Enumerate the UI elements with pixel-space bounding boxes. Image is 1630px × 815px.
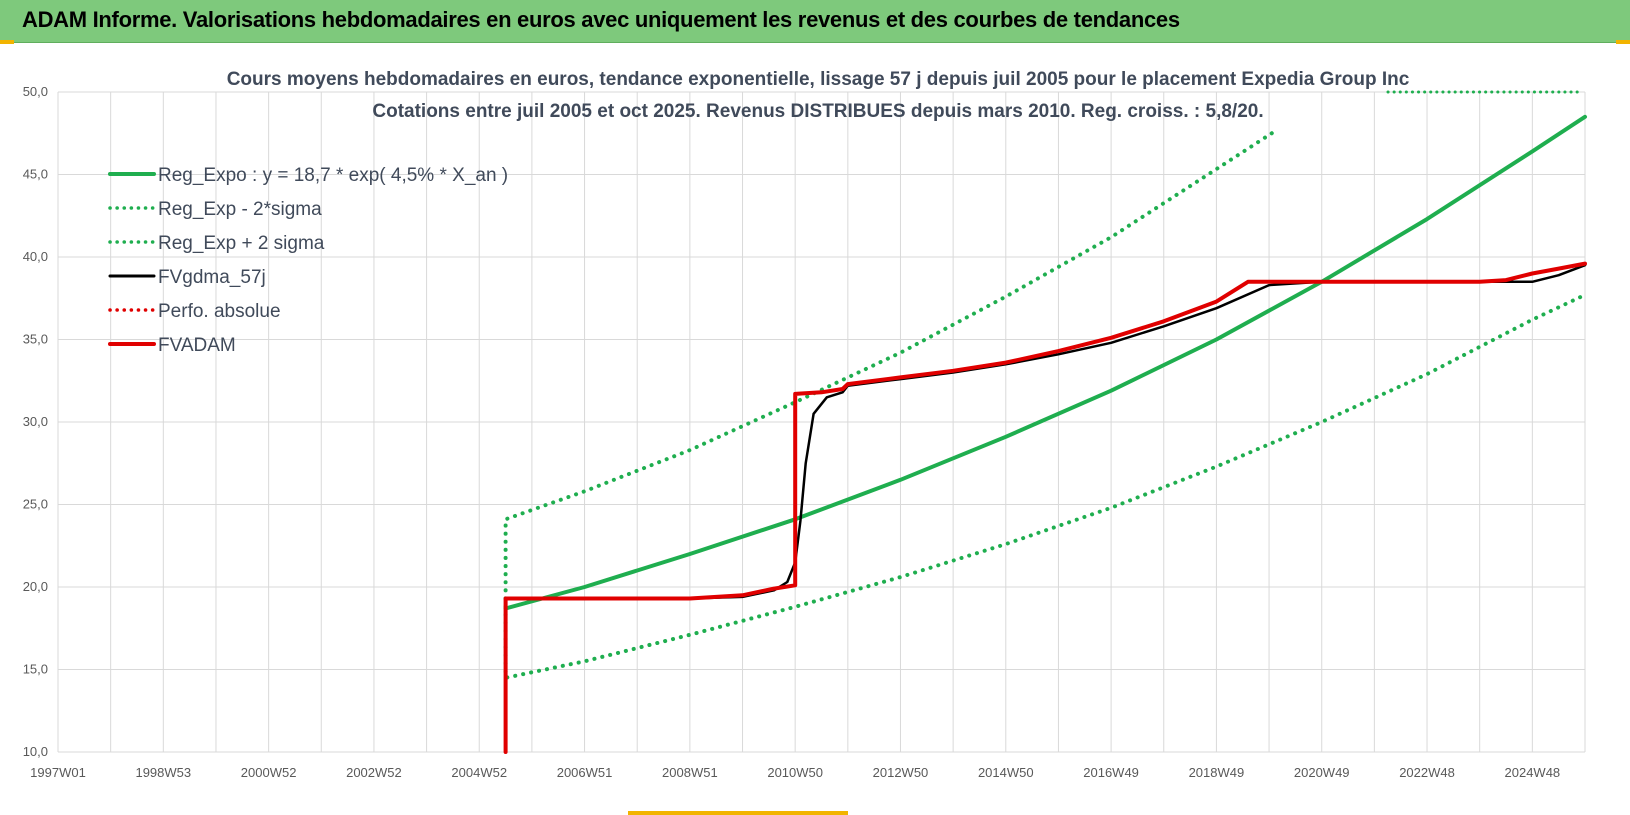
y-axis-ticks: 10,0 15,0 20,0 25,0 30,0 35,0 40,0 45,0 50,0 — [23, 84, 48, 759]
banner-title: ADAM Informe. Valorisations hebdomadaire… — [22, 7, 1180, 32]
x-tick-label: 2010W50 — [767, 765, 823, 780]
y-tick-label: 10,0 — [23, 744, 48, 759]
chart-subtitle: Cotations entre juil 2005 et oct 2025. R… — [372, 101, 1263, 122]
series-line-2 — [503, 129, 1277, 601]
legend-label: Reg_Exp - 2*sigma — [158, 199, 322, 220]
y-tick-label: 25,0 — [23, 497, 48, 512]
x-tick-label: 1997W01 — [30, 765, 86, 780]
legend-label: Reg_Exp + 2 sigma — [158, 233, 325, 254]
corner-accent-right — [1616, 40, 1630, 44]
y-tick-label: 30,0 — [23, 414, 48, 429]
x-tick-label: 1998W53 — [135, 765, 191, 780]
y-tick-label: 35,0 — [23, 332, 48, 347]
chart-title-block: Cours moyens hebdomadaires en euros, ten… — [227, 69, 1410, 122]
x-tick-label: 2016W49 — [1083, 765, 1139, 780]
x-tick-label: 2008W51 — [662, 765, 718, 780]
series-layer — [503, 90, 1587, 754]
x-axis-ticks: 1997W01 1998W53 2000W52 2002W52 2004W52 2006W… — [30, 765, 1560, 780]
legend-label: Perfo. absolue — [158, 301, 281, 322]
y-tick-label: 50,0 — [23, 84, 48, 99]
legend-label: FVgdma_57j — [158, 267, 266, 288]
x-tick-label: 2014W50 — [978, 765, 1034, 780]
chart-title: Cours moyens hebdomadaires en euros, ten… — [227, 69, 1410, 90]
x-tick-label: 2004W52 — [451, 765, 507, 780]
legend-label: FVADAM — [158, 335, 236, 356]
y-tick-label: 20,0 — [23, 579, 48, 594]
x-tick-label: 2012W50 — [873, 765, 929, 780]
x-tick-label: 2024W48 — [1505, 765, 1561, 780]
legend-label: Reg_Expo : y = 18,7 * exp( 4,5% * X_an ) — [158, 165, 508, 186]
series-line-1 — [503, 292, 1587, 680]
legend: Reg_Expo : y = 18,7 * exp( 4,5% * X_an )… — [108, 165, 508, 356]
y-tick-label: 15,0 — [23, 662, 48, 677]
x-tick-label: 2018W49 — [1189, 765, 1245, 780]
series-line-0 — [503, 114, 1587, 611]
series-line-3 — [504, 263, 1587, 754]
x-tick-label: 2022W48 — [1399, 765, 1455, 780]
y-tick-label: 40,0 — [23, 249, 48, 264]
grid-layer — [57, 91, 1586, 753]
corner-accent-left — [0, 40, 14, 44]
banner: ADAM Informe. Valorisations hebdomadaire… — [0, 0, 1630, 43]
corner-accent-bottom — [628, 811, 848, 815]
x-tick-label: 2006W51 — [557, 765, 613, 780]
x-tick-label: 2000W52 — [241, 765, 297, 780]
series-line-5 — [503, 261, 1587, 754]
y-tick-label: 45,0 — [23, 167, 48, 182]
x-tick-label: 2020W49 — [1294, 765, 1350, 780]
x-tick-label: 2002W52 — [346, 765, 402, 780]
